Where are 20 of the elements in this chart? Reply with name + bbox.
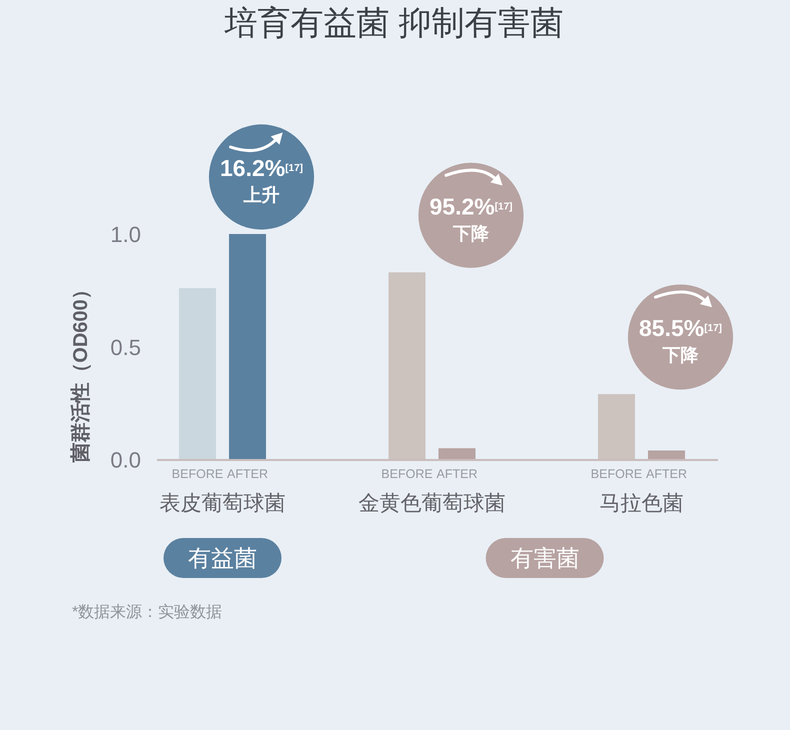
series-name: AFTER [227,467,268,481]
annotation: 有益菌 [188,545,257,571]
y-axis-title: 菌群活性（OD600） [70,279,92,463]
y-tick-label: 1.0 [110,222,141,247]
series-name: AFTER [646,467,687,481]
series-name: BEFORE [172,467,224,481]
annotation: 85.5%$^{[17]}$ 下降 [639,315,722,366]
annotation: 有害菌 [510,545,580,571]
annotation: 16.2%$^{[17]}$ 上升 [220,155,303,205]
annotation: 95.2%$^{[17]}$ 下降 [430,193,512,244]
annotation: *数据来源：实验数据 [72,604,222,621]
y-tick-label: 0.5 [110,334,141,360]
y-tick-label: 0.0 [110,448,141,472]
x-tick-label: 金黄色葡萄球菌 [358,492,506,515]
series-name: BEFORE [381,467,433,481]
x-tick-label: 表皮葡萄球菌 [160,492,286,515]
title: 培育有益菌 抑制有害菌 [224,4,564,41]
x-tick-label: 马拉色菌 [600,492,684,515]
series-name: AFTER [436,467,478,481]
series-name: BEFORE [590,467,642,481]
